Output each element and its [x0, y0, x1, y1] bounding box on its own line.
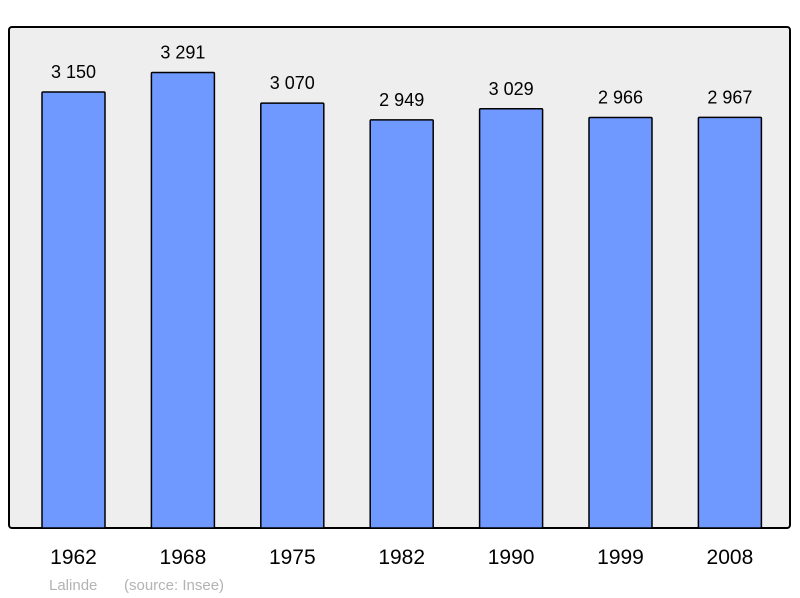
value-label-1975: 3 070: [270, 73, 315, 93]
x-tick-1962: 1962: [50, 546, 97, 569]
bar-1982: [369, 119, 434, 529]
x-tick-1982: 1982: [378, 546, 425, 569]
bar-2008: [697, 116, 763, 529]
x-tick-1975: 1975: [269, 546, 316, 569]
value-label-1962: 3 150: [51, 62, 96, 82]
bar-1990: [478, 108, 544, 529]
x-tick-2008: 2008: [707, 546, 754, 569]
x-tick-1968: 1968: [160, 546, 207, 569]
bar-1962: [41, 91, 106, 529]
value-label-1999: 2 966: [598, 88, 643, 108]
bar-1975: [260, 102, 325, 529]
bar-1999: [588, 116, 653, 529]
value-label-1982: 2 949: [379, 90, 424, 110]
footer-place: Lalinde: [49, 577, 97, 594]
x-tick-1999: 1999: [597, 546, 644, 569]
footer-source: (source: Insee): [124, 577, 224, 594]
bar-1968: [150, 71, 216, 529]
x-tick-1990: 1990: [488, 546, 535, 569]
value-label-2008: 2 967: [707, 87, 752, 107]
value-label-1990: 3 029: [489, 79, 534, 99]
value-label-1968: 3 291: [160, 43, 205, 63]
